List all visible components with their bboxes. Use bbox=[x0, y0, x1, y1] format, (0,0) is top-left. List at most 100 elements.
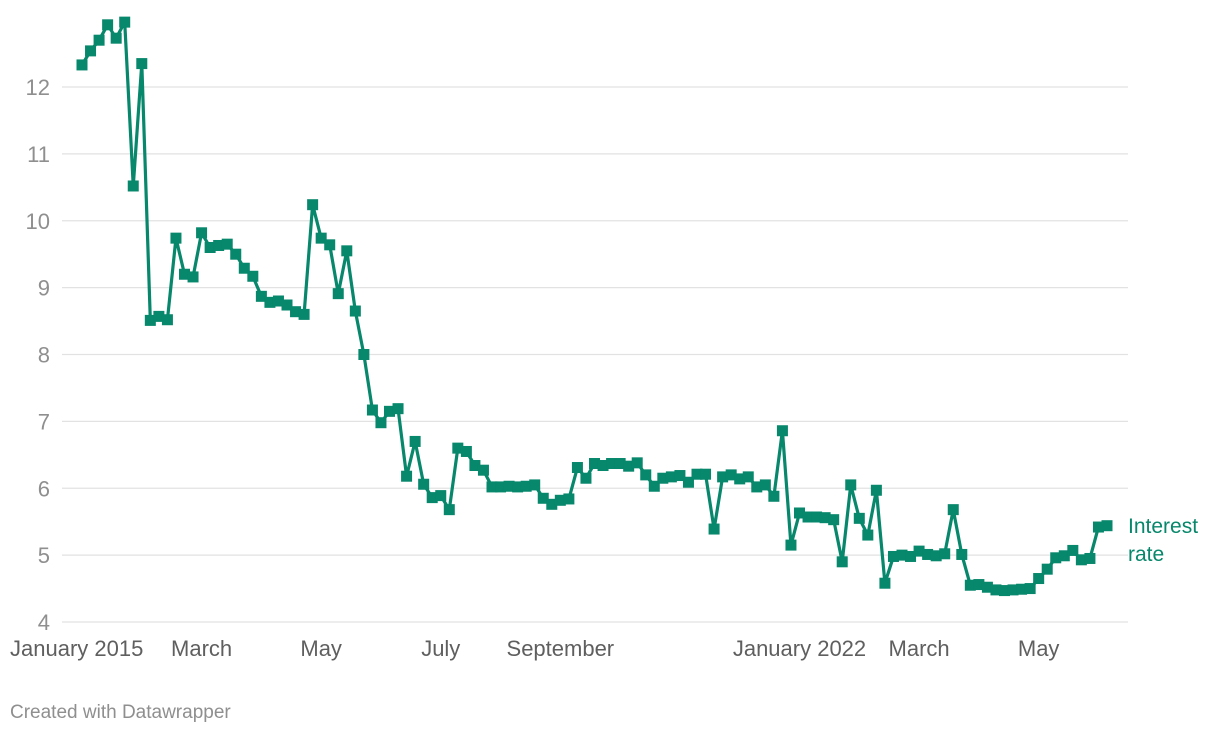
data-point-36 bbox=[384, 405, 395, 417]
data-point-74 bbox=[708, 523, 720, 535]
data-point-55 bbox=[546, 498, 558, 510]
data-point-7 bbox=[136, 58, 148, 70]
data-point-107 bbox=[990, 584, 1002, 596]
data-point-40 bbox=[418, 478, 430, 490]
data-point-8 bbox=[144, 314, 156, 326]
data-point-66 bbox=[640, 469, 652, 481]
gridlines bbox=[62, 86, 1128, 623]
data-point-51 bbox=[512, 481, 524, 493]
data-point-115 bbox=[1058, 550, 1070, 562]
data-point-52 bbox=[520, 480, 532, 492]
data-point-116 bbox=[1067, 544, 1079, 556]
data-point-6 bbox=[127, 180, 139, 192]
data-point-22 bbox=[264, 296, 276, 308]
data-point-61 bbox=[597, 460, 609, 472]
data-point-102 bbox=[947, 504, 959, 516]
data-point-31 bbox=[341, 245, 353, 257]
data-point-18 bbox=[230, 248, 242, 260]
data-point-84 bbox=[794, 507, 805, 519]
data-point-114 bbox=[1050, 552, 1062, 564]
data-point-112 bbox=[1033, 573, 1045, 585]
data-point-54 bbox=[537, 492, 549, 504]
data-point-59 bbox=[580, 472, 592, 484]
data-point-60 bbox=[589, 458, 600, 470]
data-point-87 bbox=[819, 512, 831, 524]
x-tick-label-7: May bbox=[1018, 636, 1060, 661]
data-point-23 bbox=[272, 295, 284, 307]
data-point-119 bbox=[1092, 521, 1104, 533]
data-point-91 bbox=[853, 512, 865, 524]
data-point-85 bbox=[802, 511, 814, 523]
data-point-14 bbox=[196, 227, 208, 239]
data-point-111 bbox=[1024, 583, 1036, 595]
data-point-13 bbox=[187, 271, 199, 283]
data-point-118 bbox=[1084, 552, 1096, 564]
series-label-line1: Interest bbox=[1128, 515, 1198, 538]
data-point-49 bbox=[495, 481, 507, 493]
data-point-106 bbox=[981, 581, 993, 593]
data-point-105 bbox=[973, 579, 985, 591]
y-tick-label-6: 6 bbox=[38, 476, 50, 501]
data-point-81 bbox=[768, 490, 780, 502]
data-point-70 bbox=[674, 470, 686, 482]
y-tick-label-12: 12 bbox=[26, 75, 50, 100]
y-tick-label-8: 8 bbox=[38, 343, 50, 368]
data-point-76 bbox=[725, 469, 737, 481]
data-point-26 bbox=[298, 308, 310, 320]
x-axis-tick-labels: January 2015 March May July September January… bbox=[10, 636, 1059, 661]
data-point-82 bbox=[776, 425, 788, 437]
data-point-28 bbox=[315, 232, 327, 244]
data-point-11 bbox=[170, 232, 182, 244]
data-point-57 bbox=[563, 493, 575, 505]
data-point-95 bbox=[887, 550, 899, 562]
data-point-103 bbox=[956, 548, 968, 560]
data-point-34 bbox=[366, 404, 378, 416]
data-point-46 bbox=[469, 460, 481, 472]
y-tick-label-7: 7 bbox=[38, 409, 50, 434]
data-point-16 bbox=[213, 239, 225, 251]
data-point-65 bbox=[631, 457, 643, 469]
data-point-120 bbox=[1101, 520, 1113, 532]
x-tick-label-4: September bbox=[507, 636, 615, 661]
data-point-109 bbox=[1007, 584, 1019, 596]
data-point-108 bbox=[999, 585, 1010, 597]
data-point-17 bbox=[221, 238, 233, 250]
data-point-50 bbox=[503, 480, 515, 492]
data-point-48 bbox=[486, 481, 498, 493]
series-points bbox=[76, 16, 1113, 597]
data-point-78 bbox=[742, 471, 754, 483]
x-tick-label-6: March bbox=[889, 636, 950, 661]
data-point-62 bbox=[606, 458, 618, 470]
data-point-94 bbox=[879, 577, 891, 589]
y-tick-label-5: 5 bbox=[38, 543, 50, 568]
data-point-58 bbox=[571, 462, 583, 474]
data-point-39 bbox=[409, 435, 421, 447]
data-point-43 bbox=[443, 504, 455, 516]
data-point-0 bbox=[76, 59, 88, 71]
data-point-38 bbox=[401, 470, 413, 482]
data-point-117 bbox=[1075, 554, 1087, 566]
data-point-19 bbox=[238, 262, 250, 274]
data-point-37 bbox=[392, 403, 404, 415]
data-point-96 bbox=[896, 549, 908, 561]
data-point-4 bbox=[110, 32, 122, 44]
data-point-73 bbox=[700, 468, 712, 480]
data-point-9 bbox=[153, 310, 165, 322]
data-point-99 bbox=[922, 548, 934, 560]
y-axis-tick-labels: 4 5 6 7 8 9 10 11 12 bbox=[26, 75, 50, 635]
series-label-line2: rate bbox=[1128, 543, 1164, 566]
x-tick-label-1: March bbox=[171, 636, 232, 661]
data-point-110 bbox=[1016, 583, 1028, 595]
data-point-77 bbox=[734, 473, 746, 485]
y-tick-label-4: 4 bbox=[38, 610, 50, 635]
data-point-97 bbox=[905, 550, 917, 562]
y-tick-label-9: 9 bbox=[38, 276, 50, 301]
data-point-5 bbox=[119, 16, 131, 28]
data-point-33 bbox=[358, 349, 370, 360]
data-point-79 bbox=[751, 481, 763, 493]
data-point-25 bbox=[290, 306, 302, 318]
data-point-101 bbox=[939, 548, 951, 560]
data-point-56 bbox=[554, 494, 566, 506]
credit-text: Created with Datawrapper bbox=[10, 702, 231, 723]
